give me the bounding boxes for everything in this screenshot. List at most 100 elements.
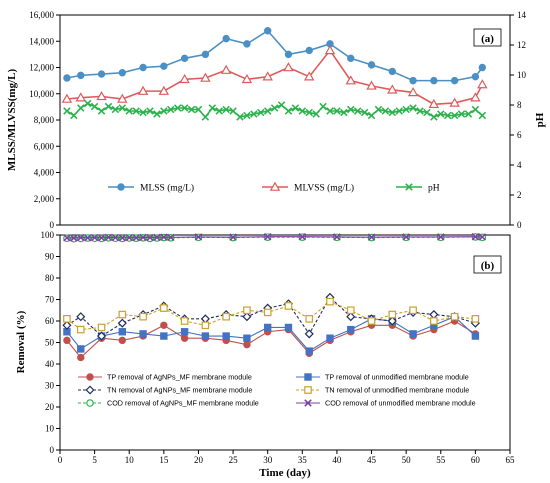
- panel-a-point: [284, 107, 293, 115]
- panel-b-left-axis: 0 10 20 30 40 50 60 70 80 90 100: [41, 230, 60, 455]
- panel-b-xtick-label: 60: [471, 455, 481, 465]
- panel-b-point: [409, 306, 417, 315]
- panel-a-point: [478, 111, 487, 120]
- panel-b-legend-marker: [304, 386, 312, 394]
- panel-a-point: [215, 107, 223, 115]
- panel-b-legend-label: TP removal of AgNPs_MF membrane module: [107, 373, 252, 382]
- panel-b-point: [96, 331, 107, 341]
- panel-b-point: [125, 233, 133, 242]
- panel-b-point: [243, 306, 251, 315]
- panel-a-y2tick-label: 8: [517, 100, 522, 110]
- panel-b-point: [160, 233, 168, 241]
- panel-a-point: [250, 110, 258, 118]
- panel-a-point: [471, 105, 480, 114]
- panel-b-point: [346, 306, 355, 315]
- panel-b-legend: TP removal of AgNPs_MF membrane module TP…: [78, 373, 476, 408]
- panel-a-point: [125, 107, 133, 115]
- panel-b-point: [430, 317, 438, 325]
- panel-a-point: [243, 40, 251, 48]
- panel-a-point: [291, 104, 300, 112]
- panel-b-point: [139, 330, 147, 338]
- panel-a-point: [139, 63, 147, 72]
- panel-b-point: [180, 334, 189, 342]
- panel-b-point: [76, 312, 86, 322]
- panel-b-point: [367, 233, 376, 241]
- panel-b-point: [222, 332, 230, 340]
- panel-b-point: [437, 233, 445, 241]
- panel-b-legend-marker: [304, 373, 312, 381]
- panel-a-point: [409, 104, 417, 112]
- panel-b: 0 10 20 30 40 50 60 70 80 90 100 0 5 10 15 20 25 30 35 40 4…: [15, 230, 515, 479]
- panel-a-point: [63, 74, 71, 82]
- panel-a-ytick-label: 12,000: [29, 63, 54, 73]
- panel-a-point: [118, 69, 127, 77]
- panel-b-ytick-label: 10: [45, 424, 55, 434]
- panel-b-point: [194, 233, 203, 241]
- panel-b-point: [222, 312, 230, 321]
- panel-b-ytick-label: 60: [45, 316, 55, 326]
- panel-a-point: [277, 101, 286, 109]
- panel-b-point: [62, 320, 72, 330]
- panel-b-ytick-label: 30: [45, 381, 55, 391]
- panel-a-y2tick-label: 0: [517, 220, 522, 230]
- panel-b-point: [153, 233, 161, 242]
- panel-a-point: [402, 105, 410, 114]
- panel-b-x-axis: 0 5 10 15 20 25 30 35 40 45 50 55 60 65: [58, 450, 515, 465]
- panel-b-legend-label: TP removal of unmodified membrane module: [325, 373, 469, 382]
- panel-b-point: [471, 332, 480, 340]
- panel-a-point: [158, 85, 170, 95]
- panel-a-point: [470, 92, 481, 102]
- panel-b-xtick-label: 5: [92, 455, 97, 465]
- panel-a-legend-label: MLVSS (mg/L): [294, 183, 354, 194]
- panel-b-point: [450, 312, 459, 321]
- panel-a-point: [63, 107, 71, 115]
- panel-a-legend: MLSS (mg/L) MLVSS (mg/L) pH: [108, 181, 440, 194]
- panel-b-point: [118, 336, 127, 345]
- panel-a-y2tick-label: 6: [517, 130, 522, 140]
- panel-a-point: [241, 73, 253, 84]
- panel-b-point: [263, 323, 272, 332]
- panel-a-point: [111, 105, 120, 114]
- panel-a-point: [333, 107, 341, 115]
- panel-b-point: [77, 233, 85, 242]
- panel-a-point: [263, 27, 272, 35]
- panel-b-point: [347, 325, 355, 334]
- panel-a-point: [201, 113, 210, 121]
- panel-b-point: [229, 233, 237, 241]
- panel-b-point: [97, 234, 106, 242]
- panel-a-point: [97, 70, 106, 78]
- panel-a-y2tick-label: 2: [517, 190, 522, 200]
- panel-b-point: [298, 232, 307, 241]
- panel-b-xtick-label: 65: [506, 455, 516, 465]
- panel-b-label: (b): [481, 260, 495, 272]
- panel-b-point: [388, 310, 397, 319]
- panel-a-point: [407, 87, 419, 97]
- panel-a-point: [471, 72, 480, 81]
- panel-b-point: [139, 233, 147, 242]
- panel-a-point: [173, 104, 182, 112]
- panel-a-point: [70, 111, 78, 120]
- panel-a-y2tick-label: 4: [517, 160, 522, 170]
- panel-a-ytick-label: 14,000: [29, 36, 54, 46]
- panel-b-point: [77, 345, 85, 353]
- panel-a-point: [395, 107, 403, 115]
- panel-b-point: [263, 232, 272, 241]
- panel-a-y2tick-label: 12: [517, 40, 526, 50]
- panel-a-point: [96, 90, 107, 101]
- panel-a-series-line-1: [66, 49, 484, 106]
- panel-a-point: [180, 54, 189, 63]
- panel-b-point: [429, 310, 439, 320]
- panel-a-point: [146, 107, 154, 115]
- panel-a-point: [305, 46, 313, 55]
- panel-b-legend-label: TN removal of unmodified membrane module: [325, 386, 469, 395]
- panel-b-point: [63, 336, 71, 345]
- panel-a-point: [443, 111, 452, 120]
- panel-a-point: [388, 67, 397, 76]
- panel-b-xtick-label: 40: [332, 455, 342, 465]
- panel-b-point: [201, 332, 210, 340]
- panel-b-ytick-label: 90: [45, 252, 55, 262]
- panel-a-y2-axis-label: pH: [534, 112, 546, 127]
- panel-a-frame: [59, 14, 511, 226]
- panel-b-series: [62, 232, 487, 362]
